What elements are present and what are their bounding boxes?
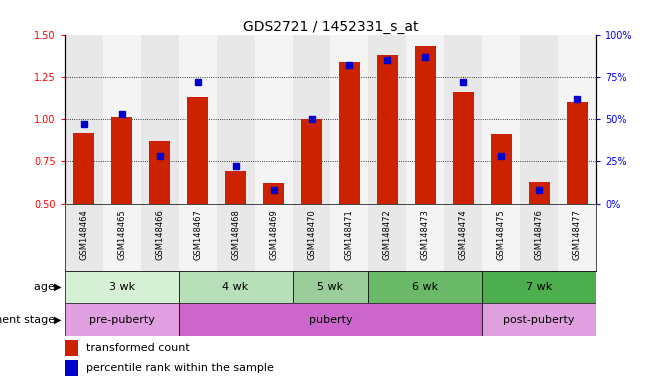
Text: ▶: ▶	[54, 314, 62, 325]
Bar	[103, 204, 141, 271]
Text: GSM148471: GSM148471	[345, 209, 354, 260]
Bar	[111, 118, 132, 204]
Title: GDS2721 / 1452331_s_at: GDS2721 / 1452331_s_at	[243, 20, 418, 33]
Bar	[255, 204, 292, 271]
Bar	[179, 271, 292, 303]
Bar	[65, 204, 103, 271]
Text: 7 wk: 7 wk	[526, 282, 552, 292]
Bar	[558, 35, 596, 204]
Text: GSM148473: GSM148473	[421, 209, 430, 260]
Text: percentile rank within the sample: percentile rank within the sample	[86, 363, 274, 373]
Bar	[141, 35, 179, 204]
Bar	[73, 132, 94, 204]
Bar	[558, 204, 596, 271]
Bar	[149, 141, 170, 204]
Bar	[65, 341, 78, 356]
Bar	[453, 92, 474, 204]
Bar	[415, 46, 436, 204]
Text: GSM148476: GSM148476	[535, 209, 544, 260]
Bar	[65, 35, 103, 204]
Bar	[216, 204, 255, 271]
Bar	[406, 204, 445, 271]
Bar	[369, 204, 406, 271]
Bar	[187, 97, 208, 204]
Bar	[406, 35, 445, 204]
Bar	[482, 204, 520, 271]
Bar	[330, 35, 369, 204]
Bar	[482, 35, 520, 204]
Text: 4 wk: 4 wk	[222, 282, 249, 292]
Text: GSM148470: GSM148470	[307, 209, 316, 260]
Bar	[225, 171, 246, 204]
Bar	[369, 271, 482, 303]
Bar	[482, 271, 596, 303]
Bar	[520, 204, 558, 271]
Text: 3 wk: 3 wk	[109, 282, 135, 292]
Bar	[65, 303, 179, 336]
Text: post-puberty: post-puberty	[503, 314, 575, 325]
Bar	[141, 204, 179, 271]
Text: GSM148474: GSM148474	[459, 209, 468, 260]
Text: GSM148465: GSM148465	[117, 209, 126, 260]
Bar	[179, 35, 216, 204]
Text: puberty: puberty	[308, 314, 353, 325]
Bar	[292, 35, 330, 204]
Text: pre-puberty: pre-puberty	[89, 314, 155, 325]
Bar	[179, 303, 482, 336]
Bar	[263, 183, 284, 204]
Text: transformed count: transformed count	[86, 343, 190, 353]
Text: 6 wk: 6 wk	[412, 282, 439, 292]
Text: GSM148472: GSM148472	[383, 209, 392, 260]
Bar	[255, 35, 292, 204]
Text: ▶: ▶	[54, 282, 62, 292]
Text: GSM148469: GSM148469	[269, 209, 278, 260]
Bar	[529, 182, 550, 204]
Bar	[445, 35, 482, 204]
Bar	[330, 204, 369, 271]
Bar	[179, 204, 216, 271]
Text: GSM148467: GSM148467	[193, 209, 202, 260]
Text: GSM148477: GSM148477	[573, 209, 582, 260]
Bar	[301, 119, 322, 204]
Bar	[377, 55, 398, 204]
Text: GSM148466: GSM148466	[155, 209, 164, 260]
Text: 5 wk: 5 wk	[318, 282, 343, 292]
Bar	[339, 61, 360, 204]
Bar	[369, 35, 406, 204]
Bar	[520, 35, 558, 204]
Bar	[491, 134, 512, 204]
Text: GSM148464: GSM148464	[79, 209, 88, 260]
Bar	[482, 303, 596, 336]
Bar	[103, 35, 141, 204]
Bar	[292, 204, 330, 271]
Bar	[292, 271, 369, 303]
Bar	[65, 360, 78, 376]
Text: development stage: development stage	[0, 314, 58, 325]
Text: age: age	[34, 282, 58, 292]
Text: GSM148468: GSM148468	[231, 209, 240, 260]
Bar	[445, 204, 482, 271]
Bar	[216, 35, 255, 204]
Bar	[65, 271, 179, 303]
Text: GSM148475: GSM148475	[497, 209, 506, 260]
Bar	[567, 102, 588, 204]
